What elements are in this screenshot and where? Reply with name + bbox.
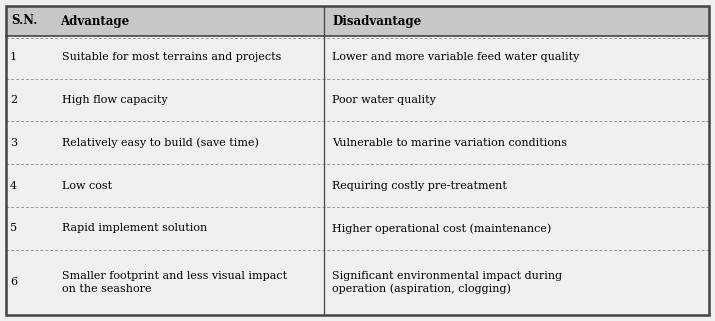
Text: Smaller footprint and less visual impact: Smaller footprint and less visual impact — [61, 271, 287, 281]
Text: Higher operational cost (maintenance): Higher operational cost (maintenance) — [332, 223, 552, 234]
Text: 5: 5 — [10, 223, 17, 233]
Text: Requiring costly pre-treatment: Requiring costly pre-treatment — [332, 181, 508, 191]
Text: Lower and more variable feed water quality: Lower and more variable feed water quali… — [332, 52, 580, 62]
Text: Rapid implement solution: Rapid implement solution — [61, 223, 207, 233]
Text: High flow capacity: High flow capacity — [61, 95, 167, 105]
Text: operation (aspiration, clogging): operation (aspiration, clogging) — [332, 283, 511, 294]
Text: 2: 2 — [10, 95, 17, 105]
Text: Low cost: Low cost — [61, 181, 112, 191]
Text: Relatively easy to build (save time): Relatively easy to build (save time) — [61, 138, 259, 148]
Text: S.N.: S.N. — [11, 14, 37, 28]
Text: Disadvantage: Disadvantage — [332, 14, 422, 28]
Text: 6: 6 — [10, 277, 17, 287]
Text: 3: 3 — [10, 138, 17, 148]
Text: 1: 1 — [10, 52, 17, 62]
Text: Poor water quality: Poor water quality — [332, 95, 436, 105]
Text: 4: 4 — [10, 181, 17, 191]
Text: Advantage: Advantage — [60, 14, 129, 28]
Text: Vulnerable to marine variation conditions: Vulnerable to marine variation condition… — [332, 138, 568, 148]
Bar — [6, 6, 709, 36]
Text: Significant environmental impact during: Significant environmental impact during — [332, 271, 563, 281]
Text: Suitable for most terrains and projects: Suitable for most terrains and projects — [61, 52, 281, 62]
Text: on the seashore: on the seashore — [61, 283, 152, 293]
Bar — [6, 36, 709, 315]
